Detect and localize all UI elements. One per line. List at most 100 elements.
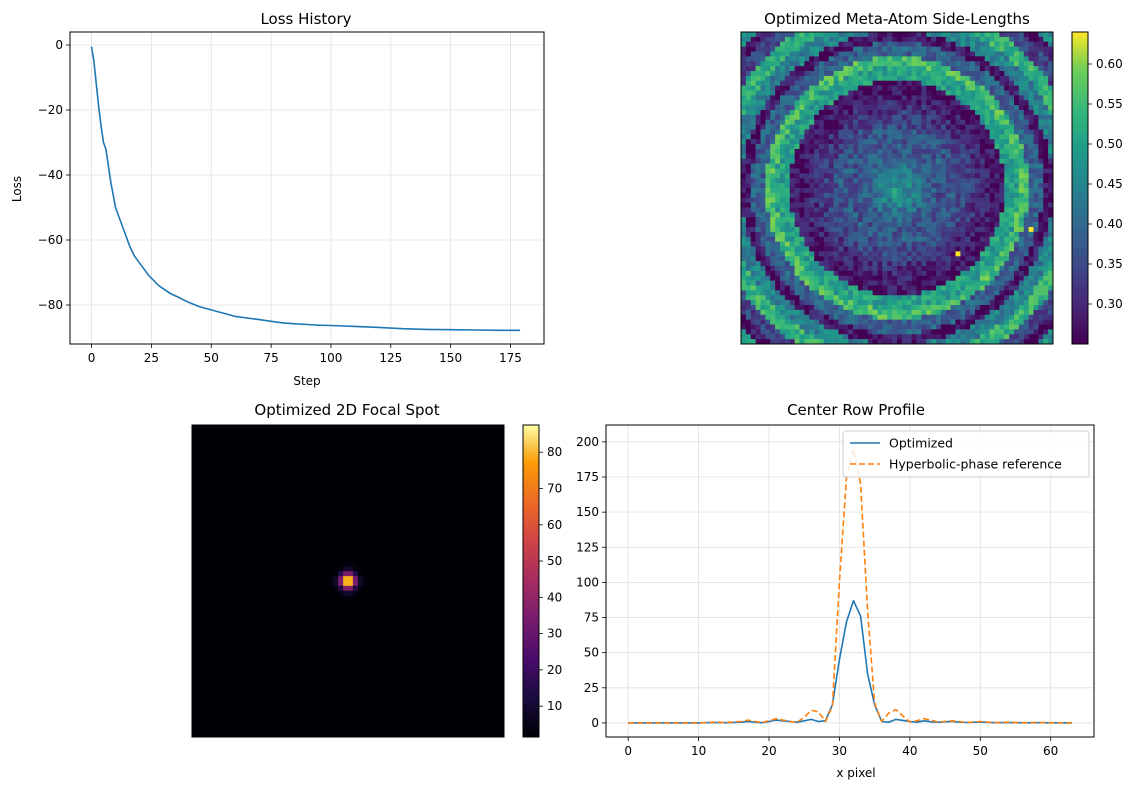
meta-atom-cell <box>1028 71 1034 77</box>
meta-atom-cell <box>936 212 942 218</box>
meta-atom-cell <box>999 139 1005 145</box>
meta-atom-cell <box>755 163 761 169</box>
meta-atom-cell <box>789 236 795 242</box>
meta-atom-cell <box>897 192 903 199</box>
meta-atom-cell <box>1014 100 1020 106</box>
meta-atom-cell <box>1028 231 1034 238</box>
meta-atom-cell <box>1023 305 1029 311</box>
meta-atom-cell <box>994 300 1000 306</box>
meta-atom-cell <box>892 90 898 96</box>
meta-atom-cell <box>979 95 986 101</box>
meta-atom-cell <box>794 56 800 62</box>
meta-atom-cell <box>926 319 932 325</box>
meta-atom-cell <box>931 173 937 179</box>
meta-atom-cell <box>770 85 776 91</box>
meta-atom-cell <box>1009 46 1015 52</box>
meta-atom-cell <box>872 100 878 106</box>
meta-atom-cell <box>853 158 859 164</box>
meta-atom-cell <box>1014 314 1020 320</box>
meta-atom-cell <box>1014 270 1020 277</box>
meta-atom-cell <box>745 61 752 67</box>
meta-atom-cell <box>950 51 956 57</box>
meta-atom-cell <box>901 246 908 252</box>
meta-atom-cell <box>765 105 771 111</box>
meta-atom-cell <box>906 105 912 111</box>
meta-atom-cell <box>926 168 932 174</box>
meta-atom-cell <box>936 46 942 52</box>
meta-atom-cell <box>750 85 756 91</box>
meta-atom-cell <box>1033 324 1039 330</box>
meta-atom-cell <box>887 275 893 281</box>
meta-atom-cell <box>921 314 927 320</box>
meta-atom-cell <box>931 85 937 91</box>
meta-atom-cell <box>809 266 815 272</box>
meta-atom-cell <box>1004 51 1010 57</box>
meta-atom-cell <box>882 188 888 194</box>
meta-atom-cell <box>897 110 903 116</box>
meta-atom-cell <box>1048 163 1054 169</box>
meta-atom-cell <box>843 227 849 233</box>
meta-atom-cell <box>780 46 786 52</box>
meta-atom-cell <box>921 173 927 179</box>
meta-atom-cell <box>823 305 830 311</box>
meta-atom-cell <box>955 280 961 286</box>
meta-atom-cell <box>994 192 1000 199</box>
meta-atom-cell <box>804 149 810 155</box>
meta-atom-cell <box>789 305 795 311</box>
meta-atom-cell <box>775 222 781 228</box>
meta-atom-cell <box>1048 256 1054 262</box>
meta-atom-cell <box>1014 188 1020 194</box>
meta-atom-cell <box>994 41 1000 47</box>
meta-atom-cell <box>780 144 786 150</box>
meta-atom-cell <box>892 222 898 228</box>
meta-atom-cell <box>833 256 839 262</box>
meta-atom-cell <box>833 95 839 101</box>
meta-atom-cell <box>799 192 805 199</box>
meta-atom-cell <box>770 71 776 77</box>
meta-atom-cell <box>775 32 781 38</box>
meta-atom-cell <box>828 275 834 281</box>
meta-atom-cell <box>1043 173 1049 179</box>
meta-atom-cell <box>780 90 786 96</box>
meta-atom-cell <box>750 95 756 101</box>
meta-atom-cell <box>765 71 771 77</box>
meta-atom-cell <box>926 246 932 252</box>
meta-atom-cell <box>784 110 791 116</box>
meta-atom-cell <box>784 144 791 150</box>
meta-atom-cell <box>892 41 898 47</box>
meta-atom-cell <box>804 66 810 72</box>
meta-atom-cell <box>1014 212 1020 218</box>
meta-atom-cell <box>921 61 927 67</box>
meta-atom-cell <box>1033 222 1039 228</box>
meta-atom-cell <box>809 212 815 218</box>
meta-atom-cell <box>1038 85 1044 91</box>
meta-atom-cell <box>819 314 825 320</box>
meta-atom-cell <box>750 163 756 169</box>
meta-atom-cell <box>916 236 922 242</box>
meta-atom-cell <box>950 178 956 184</box>
meta-atom-cell <box>999 192 1005 199</box>
meta-atom-cell <box>1018 285 1025 291</box>
meta-atom-cell <box>887 197 893 203</box>
meta-atom-cell <box>921 300 927 306</box>
meta-atom-cell <box>770 261 776 267</box>
meta-atom-cell <box>950 85 956 91</box>
meta-atom-cell <box>819 90 825 96</box>
meta-atom-cell <box>794 85 800 91</box>
meta-atom-cell <box>940 285 947 291</box>
meta-atom-cell <box>862 197 869 203</box>
meta-atom-cell <box>979 75 986 82</box>
meta-atom-cell <box>1004 192 1010 199</box>
meta-atom-cell <box>887 71 893 77</box>
meta-atom-cell <box>979 192 986 199</box>
meta-atom-cell <box>809 71 815 77</box>
meta-atom-cell <box>833 114 839 121</box>
meta-atom-cell <box>809 139 815 145</box>
meta-atom-cell <box>970 295 976 301</box>
meta-atom-cell <box>804 85 810 91</box>
meta-atom-cell <box>984 163 990 169</box>
meta-atom-cell <box>901 183 908 189</box>
meta-atom-cell <box>1023 256 1029 262</box>
meta-atom-cell <box>979 314 986 320</box>
meta-atom-cell <box>784 105 791 111</box>
